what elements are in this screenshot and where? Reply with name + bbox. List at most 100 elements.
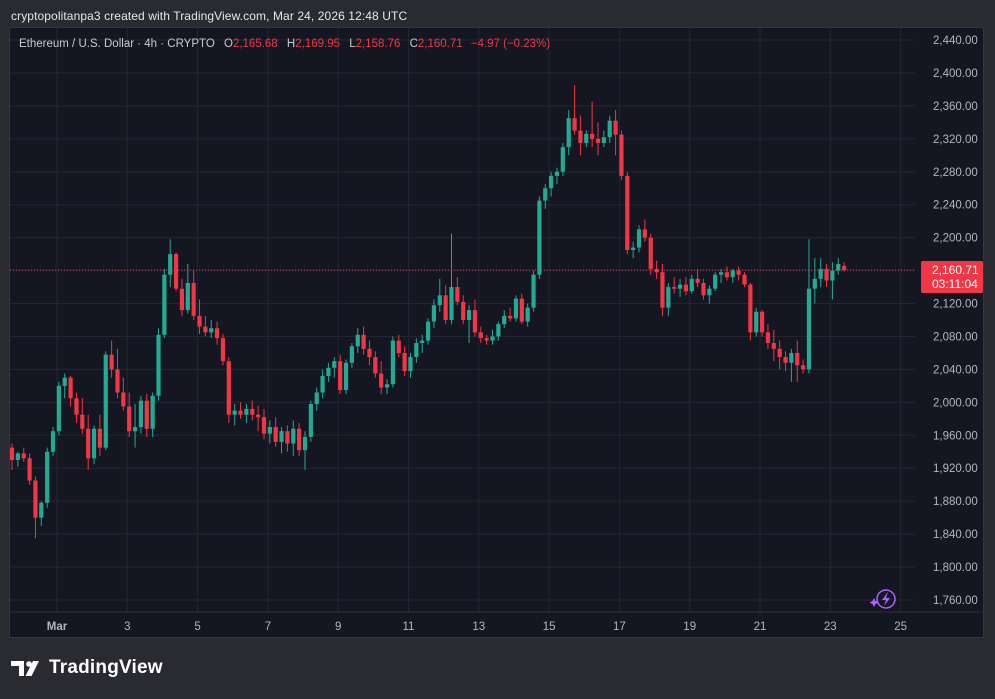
y-tick-label: 2,120.00 (933, 299, 978, 311)
candle (138, 395, 144, 434)
tradingview-logo[interactable]: TradingView (11, 657, 163, 679)
candle-body (420, 340, 425, 344)
x-tick-label: 3 (124, 621, 130, 633)
candle-body (718, 272, 724, 275)
candle (291, 420, 296, 456)
candle (502, 310, 507, 329)
candle-body (812, 278, 817, 289)
candle-body (379, 373, 384, 388)
candle (771, 329, 776, 362)
candle (332, 357, 337, 378)
candle-body (508, 315, 513, 319)
candle (150, 392, 155, 437)
candle-body (801, 365, 806, 370)
candle-body (273, 427, 278, 442)
candle-body (173, 254, 179, 289)
candle-body (320, 376, 325, 393)
candle-body (543, 188, 548, 201)
legend-high-value: 2,169.95 (295, 38, 340, 50)
candle (349, 343, 354, 368)
candle-body (490, 336, 495, 341)
candle-body (291, 428, 296, 444)
candle-body (660, 272, 665, 308)
candle (45, 447, 50, 508)
candle-body (244, 408, 249, 415)
x-tick-label: 17 (613, 621, 626, 633)
candle (27, 453, 32, 485)
candle (115, 348, 120, 399)
candle (759, 310, 765, 337)
y-tick-label: 2,080.00 (933, 331, 978, 343)
y-tick-label: 1,960.00 (933, 430, 978, 442)
candle-body (806, 288, 812, 370)
candle (314, 387, 319, 411)
candle-body (232, 410, 237, 415)
candle-body (15, 453, 20, 460)
candle (226, 357, 231, 423)
candle-body (648, 237, 653, 269)
candle-body (560, 147, 565, 172)
candle-body (267, 427, 272, 434)
candle-body (74, 398, 79, 415)
legend-change: −4.97 (−0.23%) (470, 38, 551, 50)
x-tick-label: 9 (335, 621, 341, 633)
candle (795, 340, 800, 382)
candle-body (683, 284, 688, 292)
candle-body (226, 361, 231, 415)
candle (607, 115, 612, 143)
candle (560, 142, 565, 176)
candle (250, 400, 255, 421)
candle (179, 278, 185, 316)
candle-body (68, 377, 73, 399)
y-tick-label: 1,760.00 (933, 595, 978, 607)
candle-body (431, 305, 437, 322)
candle-body (601, 137, 606, 143)
candle-body (590, 133, 595, 139)
y-tick-label: 2,320.00 (933, 134, 978, 146)
candle-body (525, 307, 530, 322)
candle (238, 402, 243, 419)
candle (648, 233, 653, 275)
candle (724, 266, 730, 281)
candle (414, 338, 419, 363)
candle (654, 260, 659, 279)
candle-body (742, 274, 747, 285)
candle-body (689, 278, 694, 292)
legend-close-label: C (409, 38, 418, 50)
candle-body (10, 447, 15, 460)
candle (379, 361, 384, 395)
candle (320, 369, 325, 399)
candle-body (519, 298, 524, 322)
candle-body (443, 295, 448, 320)
candle-body (677, 284, 683, 289)
candle (74, 392, 79, 423)
candle-body (759, 311, 765, 333)
candle-body (396, 340, 401, 353)
chart-canvas[interactable]: 2,440.00 2,400.00 2,360.00 2,320.00 2,280.00… (10, 28, 983, 637)
candle-body (302, 436, 308, 451)
candle (713, 272, 718, 292)
candle (420, 334, 425, 353)
candle (302, 431, 308, 470)
candle-body (33, 480, 38, 518)
candle-body (642, 229, 647, 238)
candle-body (402, 352, 407, 372)
candle (812, 258, 817, 304)
candle-body (91, 428, 97, 459)
candle-body (666, 287, 671, 308)
candle (232, 404, 237, 426)
chart-pane[interactable]: 2,440.00 2,400.00 2,360.00 2,320.00 2,280.00… (9, 27, 984, 638)
bolt-icon[interactable] (869, 589, 896, 609)
candle-body (777, 348, 782, 358)
candle-body (713, 274, 718, 289)
candle (80, 398, 85, 434)
candle (783, 351, 788, 372)
legend-low-value: 2,158.76 (355, 38, 401, 50)
candle (402, 346, 407, 376)
legend-high-label: H (286, 38, 296, 50)
candle (718, 268, 724, 283)
bolt-circle (876, 589, 896, 609)
candle (56, 381, 61, 436)
candle (584, 130, 589, 148)
candle-body (384, 384, 390, 388)
